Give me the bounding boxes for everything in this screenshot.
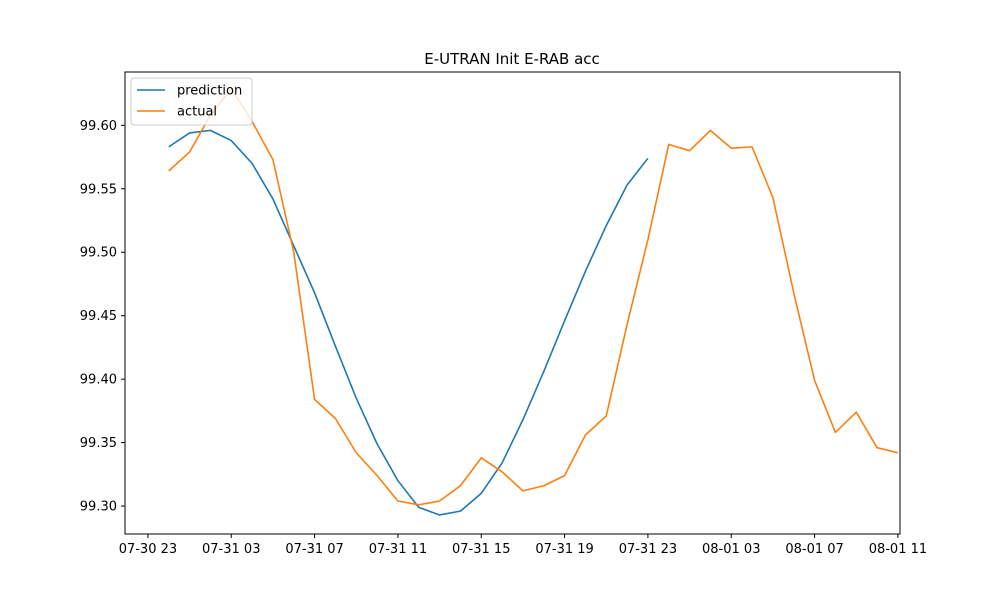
x-tick-label: 07-30 23 — [119, 542, 177, 557]
x-tick-label: 08-01 11 — [869, 542, 927, 557]
y-tick-label: 99.55 — [80, 182, 117, 197]
series-layer — [168, 87, 899, 516]
y-tick-label: 99.50 — [80, 246, 117, 261]
legend-label: actual — [177, 105, 217, 120]
chart-title: E-UTRAN Init E-RAB acc — [424, 50, 600, 68]
x-tick-label: 07-31 15 — [452, 542, 510, 557]
y-tick-label: 99.40 — [80, 373, 117, 388]
y-tick-label: 99.35 — [80, 436, 117, 451]
x-tick-label: 08-01 03 — [702, 542, 760, 557]
x-axis: 07-30 23 07-31 03 07-31 07 07-31 11 07-31 15… — [119, 534, 927, 557]
series-line-prediction — [168, 129, 649, 516]
plot-frame — [124, 71, 901, 535]
y-axis: 99.30 99.35 99.40 99.45 99.50 99.55 99.60 — [80, 119, 125, 515]
x-tick-label: 07-31 03 — [202, 542, 260, 557]
x-tick-label: 07-31 19 — [535, 542, 593, 557]
legend-label: prediction — [177, 84, 242, 99]
x-tick-label: 07-31 07 — [285, 542, 343, 557]
y-tick-label: 99.45 — [80, 309, 117, 324]
y-tick-label: 99.60 — [80, 119, 117, 134]
y-tick-label: 99.30 — [80, 500, 117, 515]
legend: prediction actual — [130, 77, 253, 126]
x-tick-label: 07-31 23 — [619, 542, 677, 557]
series-line-actual — [168, 87, 899, 506]
x-tick-label: 08-01 07 — [785, 542, 843, 557]
x-tick-label: 07-31 11 — [369, 542, 427, 557]
